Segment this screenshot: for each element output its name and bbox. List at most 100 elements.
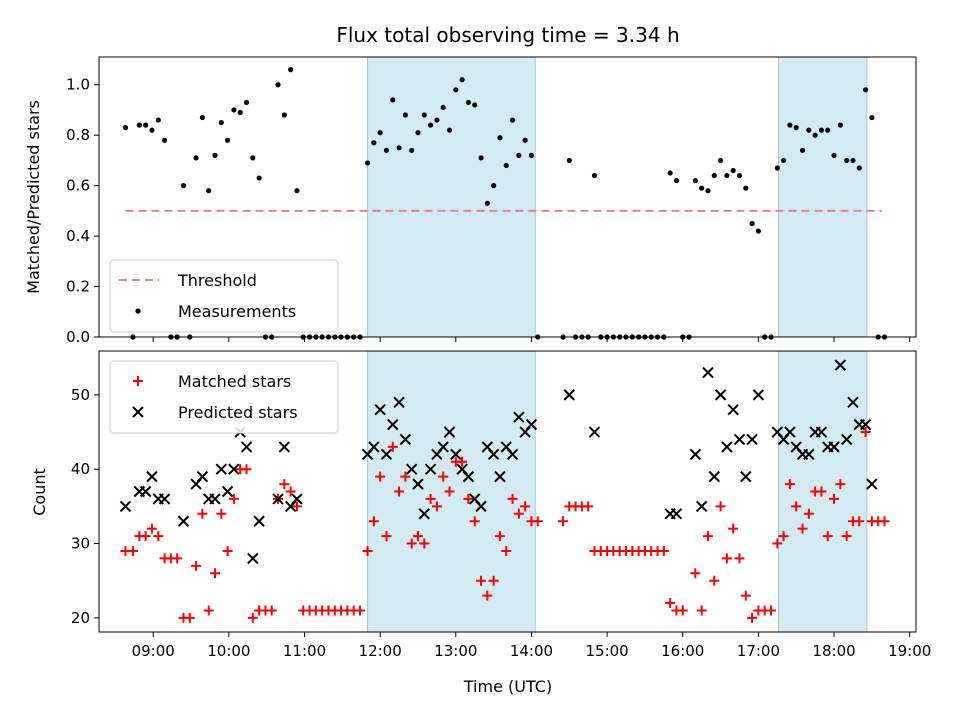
shaded-region xyxy=(367,56,536,338)
predicted-stars-point xyxy=(847,396,859,409)
predicted-stars-point xyxy=(418,508,430,520)
measurement-point xyxy=(667,170,673,176)
predicted-stars-point xyxy=(840,433,853,446)
top-y-axis-label: Matched/Predicted stars xyxy=(24,100,43,294)
measurement-point xyxy=(472,102,478,108)
measurement-point xyxy=(143,122,149,128)
measurement-point xyxy=(427,122,434,128)
matched-stars-point xyxy=(803,508,814,519)
x-tick-label: 15:00 xyxy=(585,642,628,660)
matched-stars-point xyxy=(209,568,220,579)
matched-stars-point xyxy=(715,501,726,512)
measurement-point xyxy=(503,162,509,169)
measurement-point xyxy=(749,220,755,227)
matched-stars-point xyxy=(860,427,871,438)
measurement-point xyxy=(566,157,572,164)
measurement-point xyxy=(711,172,717,179)
predicted-stars-point xyxy=(374,404,386,416)
matched-stars-point xyxy=(241,464,252,475)
predicted-stars-point xyxy=(815,426,828,438)
matched-stars-point xyxy=(406,538,417,549)
matched-stars-point xyxy=(482,590,493,601)
predicted-stars-point xyxy=(746,433,758,446)
measurement-point xyxy=(415,130,421,136)
measurement-point xyxy=(122,125,129,131)
predicted-stars-point xyxy=(240,441,253,453)
legend-label: Matched stars xyxy=(178,372,291,391)
predicted-stars-point xyxy=(228,463,240,475)
measurement-point xyxy=(281,112,287,118)
measurement-point xyxy=(730,167,736,174)
measurement-point xyxy=(453,87,459,93)
x-tick-label: 09:00 xyxy=(132,642,175,660)
measurement-point xyxy=(522,137,528,143)
matched-stars-point xyxy=(520,501,531,512)
predicted-stars-point xyxy=(424,463,437,475)
matched-stars-point xyxy=(266,605,277,616)
predicted-stars-point xyxy=(733,433,746,446)
measurement-point xyxy=(673,178,680,184)
y-tick-label: 1.0 xyxy=(66,76,90,94)
measurement-point xyxy=(383,147,390,153)
matched-stars-point xyxy=(690,568,701,579)
predicted-stars-point xyxy=(450,448,462,461)
measurement-point xyxy=(755,228,761,234)
x-tick-label: 18:00 xyxy=(812,642,855,660)
matched-stars-point xyxy=(734,553,745,564)
predicted-stars-point xyxy=(721,441,733,453)
legend-box xyxy=(109,259,339,333)
predicted-stars-point xyxy=(487,448,500,461)
measurement-point xyxy=(136,122,142,128)
matched-stars-point xyxy=(665,598,676,609)
measurement-point xyxy=(218,119,224,126)
measurement-point xyxy=(491,183,497,189)
matched-stars-point xyxy=(702,531,713,542)
predicted-stars-point xyxy=(253,515,265,527)
matched-stars-point xyxy=(778,531,789,542)
bottom-panel: 20 30 40 50 09:00 10:00 11:00 12:00 13:00 14:00 15… xyxy=(71,350,931,660)
predicted-stars-point xyxy=(462,470,475,483)
matched-stars-point xyxy=(412,531,423,542)
predicted-stars-point xyxy=(437,441,449,453)
measurement-point xyxy=(705,188,711,194)
matched-stars-point xyxy=(172,553,183,564)
measurement-point xyxy=(206,188,212,194)
predicted-stars-point xyxy=(689,448,702,461)
measurement-point xyxy=(818,127,825,133)
matched-stars-point xyxy=(438,471,449,482)
predicted-stars-point xyxy=(393,396,405,409)
predicted-stars-point xyxy=(412,478,424,490)
matched-stars-point xyxy=(228,493,239,504)
matched-stars-point xyxy=(513,508,524,519)
measurement-point xyxy=(787,122,793,128)
measurement-point xyxy=(497,135,503,141)
matched-stars-point xyxy=(444,486,455,497)
predicted-stars-point xyxy=(368,441,380,453)
matched-stars-point xyxy=(709,575,720,586)
y-tick-label: 30 xyxy=(71,535,90,553)
predicted-stars-point xyxy=(158,493,171,505)
measurement-point xyxy=(516,152,522,158)
matched-stars-point xyxy=(829,493,840,504)
matched-stars-point xyxy=(721,553,732,564)
measurement-point xyxy=(528,152,535,158)
predicted-stars-point xyxy=(196,470,209,483)
matched-stars-point xyxy=(222,545,233,556)
measurement-point xyxy=(736,172,743,179)
chart-title: Flux total observing time = 3.34 h xyxy=(336,23,679,47)
legend-label: Predicted stars xyxy=(178,403,298,422)
predicted-stars-point xyxy=(272,493,284,505)
measurement-point xyxy=(699,185,705,191)
predicted-stars-point xyxy=(803,448,815,461)
matched-stars-point xyxy=(247,612,258,623)
y-tick-label: 0.4 xyxy=(66,227,90,245)
predicted-stars-point xyxy=(752,389,765,401)
matched-stars-point xyxy=(362,545,373,556)
measurement-point xyxy=(161,137,168,143)
x-tick-label: 12:00 xyxy=(359,642,402,660)
predicted-stars-point xyxy=(443,426,456,438)
measurement-point xyxy=(155,117,161,123)
measurement-point xyxy=(402,112,408,118)
measurement-point xyxy=(478,155,484,161)
y-tick-label: 0.0 xyxy=(66,328,90,346)
